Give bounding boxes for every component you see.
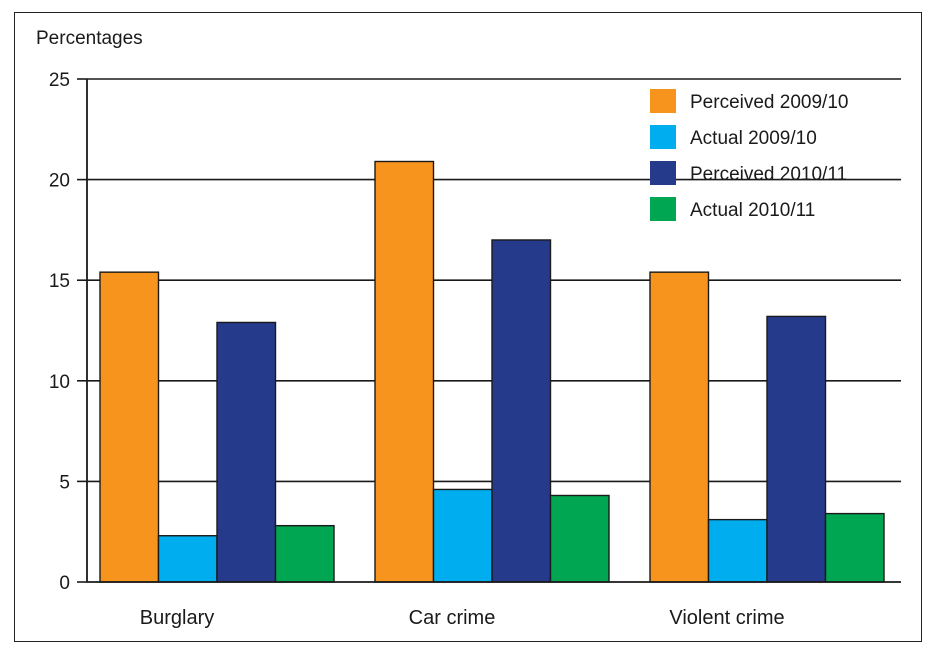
legend-swatch-actual-2010-11: [650, 197, 676, 221]
legend-swatch-actual-2009-10: [650, 125, 676, 149]
y-axis-label: Percentages: [36, 28, 143, 49]
legend-label: Actual 2010/11: [690, 200, 815, 221]
legend-swatch-perceived-2010-11: [650, 161, 676, 185]
category-labels: Burglary Car crime Violent crime: [140, 607, 785, 629]
bar-car-crime-actual-2009-10: [432, 488, 493, 583]
bars: [99, 160, 885, 583]
category-label: Violent crime: [669, 607, 784, 629]
legend-label: Actual 2009/10: [690, 128, 817, 149]
bar-burglary-perceived-2010-11: [216, 321, 277, 583]
y-tick-label-25: 25: [49, 70, 70, 91]
legend-label: Perceived 2009/10: [690, 92, 848, 113]
bar-violent-crime-actual-2009-10: [707, 518, 768, 583]
bar-burglary-actual-2010-11: [274, 524, 335, 583]
bar-burglary-actual-2009-10: [157, 535, 218, 583]
legend-swatch-perceived-2009-10: [650, 89, 676, 113]
y-tick-label-5: 5: [59, 472, 70, 493]
legend: Perceived 2009/10 Actual 2009/10 Perceived…: [650, 89, 848, 221]
axes: [86, 79, 901, 583]
y-tick-label-0: 0: [59, 573, 70, 594]
bar-car-crime-actual-2010-11: [549, 494, 610, 583]
bar-burglary-perceived-2009-10: [99, 271, 160, 583]
category-label: Burglary: [140, 607, 214, 629]
y-axis-ticks: 0 5 10 15 20 25: [49, 70, 87, 594]
bar-violent-crime-perceived-2010-11: [766, 315, 827, 583]
bar-car-crime-perceived-2010-11: [491, 239, 552, 583]
bar-violent-crime-perceived-2009-10: [649, 271, 710, 583]
bar-car-crime-perceived-2009-10: [374, 160, 435, 583]
y-tick-label-10: 10: [49, 372, 70, 393]
bar-violent-crime-actual-2010-11: [824, 512, 885, 583]
y-tick-label-15: 15: [49, 271, 70, 292]
category-label: Car crime: [409, 607, 496, 629]
y-tick-label-20: 20: [49, 171, 70, 192]
legend-label: Perceived 2010/11: [690, 164, 847, 185]
